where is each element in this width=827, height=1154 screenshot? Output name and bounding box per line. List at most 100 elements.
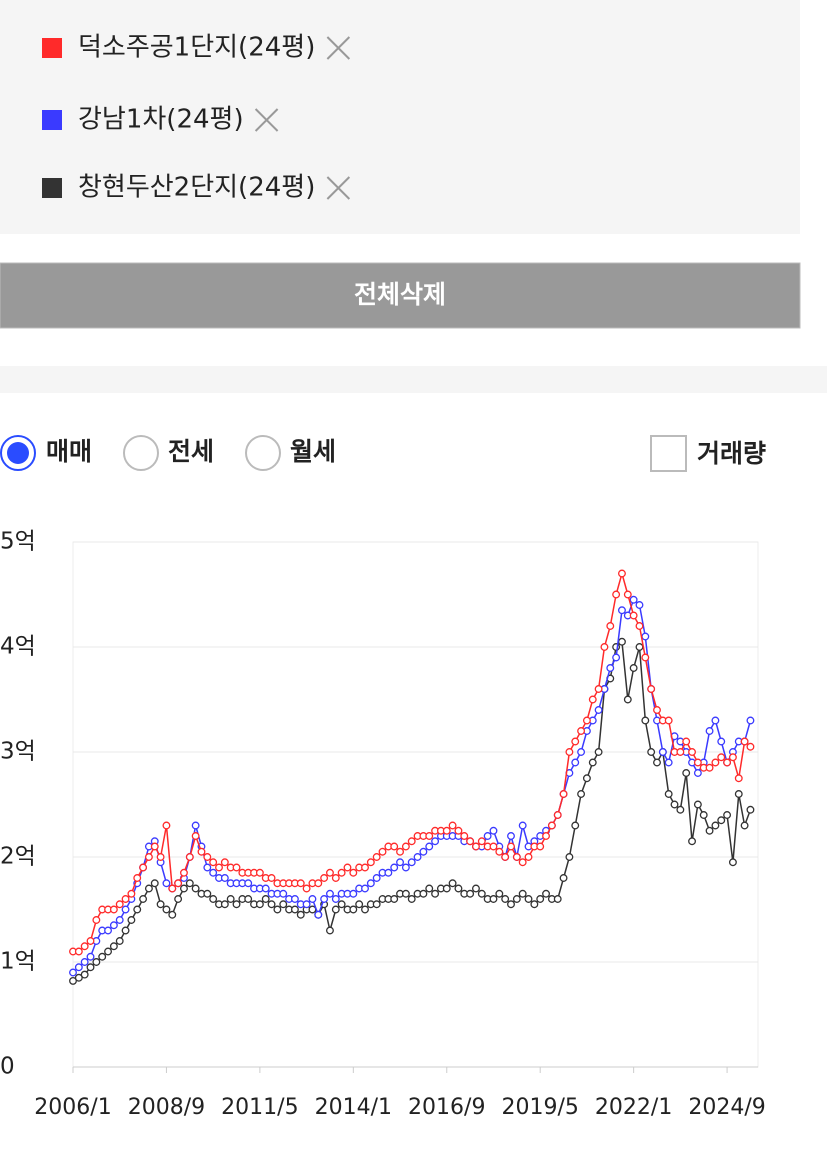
point [273, 905, 282, 914]
point [121, 895, 130, 903]
point [507, 900, 515, 909]
point [442, 826, 451, 835]
point [209, 895, 218, 903]
point [682, 737, 691, 746]
point [553, 895, 562, 903]
point [419, 889, 428, 898]
point [600, 643, 609, 651]
point [606, 622, 615, 630]
point [688, 748, 696, 756]
radio[interactable] [123, 435, 159, 471]
point [215, 863, 223, 872]
point [530, 900, 539, 909]
delete-all-button[interactable] [0, 262, 801, 329]
point [80, 942, 89, 951]
point [635, 622, 644, 630]
option-label[interactable]: 월세 [290, 437, 336, 466]
point [407, 858, 416, 867]
x-tick-label: 2019/5 [501, 1095, 578, 1120]
point [203, 889, 212, 898]
point [74, 973, 83, 982]
point [203, 853, 212, 861]
point [623, 590, 632, 599]
point [407, 895, 416, 903]
point [185, 853, 194, 861]
point [180, 884, 188, 893]
point [728, 858, 737, 867]
point [74, 947, 83, 956]
point [699, 811, 708, 819]
point [302, 900, 311, 909]
point [477, 837, 486, 846]
point [711, 716, 720, 725]
remove-icon[interactable] [326, 36, 351, 60]
point [612, 590, 621, 599]
point [717, 816, 726, 825]
point [542, 832, 550, 840]
point [711, 758, 720, 767]
point [115, 916, 124, 924]
point [133, 905, 142, 914]
radio-dot [7, 442, 29, 464]
point [361, 863, 369, 872]
option-label[interactable]: 전세 [168, 437, 214, 466]
point [232, 863, 241, 872]
y-tick-label: 1억 [0, 949, 36, 975]
point [425, 832, 434, 840]
point [296, 910, 305, 919]
point [255, 900, 264, 909]
point [396, 847, 404, 856]
point [162, 905, 171, 914]
point [629, 595, 638, 604]
remove-icon[interactable] [254, 108, 279, 132]
point [197, 847, 206, 856]
point [431, 889, 440, 898]
point [220, 858, 229, 867]
point [366, 879, 375, 888]
point [606, 664, 615, 672]
point [109, 942, 118, 951]
point [647, 748, 656, 756]
delete-all-label[interactable]: 전체삭제 [354, 280, 446, 309]
point [512, 853, 521, 861]
point [466, 837, 475, 846]
point [466, 889, 475, 898]
point [565, 748, 574, 756]
point [326, 868, 334, 877]
point [139, 863, 148, 872]
point [664, 758, 673, 767]
point [734, 790, 743, 798]
radio[interactable] [245, 435, 281, 471]
point [390, 895, 399, 903]
point [92, 958, 101, 966]
point [331, 874, 340, 882]
point [296, 879, 305, 888]
remove-icon[interactable] [326, 176, 351, 200]
series-line [73, 570, 751, 953]
point [442, 884, 451, 893]
option-label[interactable]: 매매 [46, 437, 92, 466]
point [495, 889, 504, 898]
point [664, 716, 673, 725]
point [191, 884, 200, 893]
point [582, 716, 591, 725]
point [144, 853, 153, 861]
point [536, 842, 545, 851]
point [518, 858, 527, 867]
checkbox[interactable] [650, 435, 687, 472]
point [361, 884, 369, 893]
checkbox-label[interactable]: 거래량 [697, 439, 766, 468]
y-tick-label: 0 [0, 1054, 15, 1080]
point [577, 748, 586, 756]
point [629, 611, 638, 620]
point [623, 695, 632, 704]
point [693, 769, 702, 777]
point [489, 826, 498, 835]
point [454, 826, 463, 835]
point [618, 569, 626, 578]
point [349, 905, 358, 914]
point [641, 716, 650, 725]
point [401, 842, 410, 851]
point [594, 706, 603, 714]
point [355, 900, 364, 909]
